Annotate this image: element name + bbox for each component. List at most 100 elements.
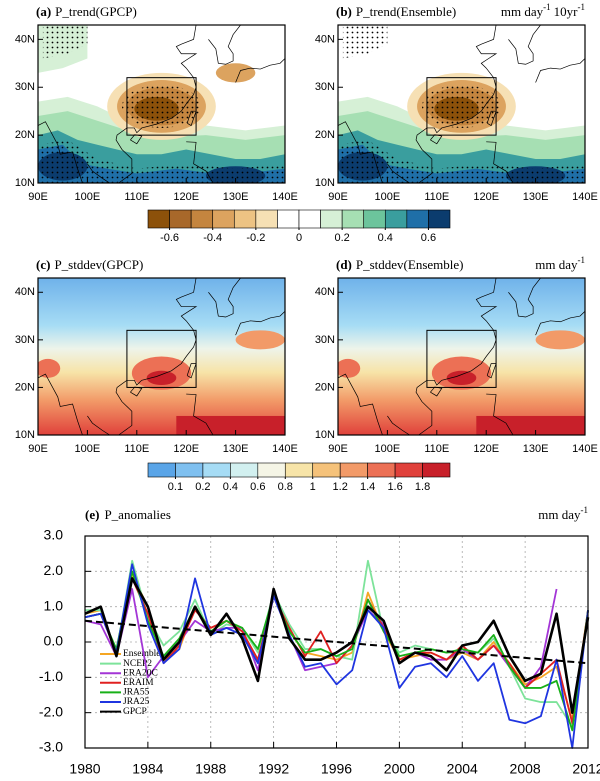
- colorbar-label: 0.1: [168, 481, 183, 493]
- coastline: [535, 311, 585, 336]
- legend-label: GPCP: [123, 707, 147, 717]
- y-tick-label: 40N: [15, 33, 35, 45]
- x-tick-label: 100E: [375, 443, 401, 455]
- colorbar-box: [169, 209, 192, 229]
- plot-frame: [84, 535, 589, 749]
- stippling: [421, 84, 502, 128]
- coastline: [415, 278, 498, 435]
- colorbar-box: [190, 209, 214, 229]
- x-tick-label: 100E: [75, 191, 101, 203]
- y-tick-label: 30N: [15, 81, 35, 93]
- x-tick-label: 140E: [572, 443, 598, 455]
- coastline: [387, 415, 410, 435]
- colorbar-box: [422, 462, 451, 478]
- colorbar-box: [320, 209, 343, 229]
- colorbar-label: 1.2: [333, 481, 348, 493]
- colorbar-label: 1.4: [360, 481, 375, 493]
- panel-name: P_stddev(GPCP): [54, 257, 143, 272]
- y-tick-label: -2.0: [39, 703, 63, 719]
- colorbar-label: 1.8: [415, 481, 430, 493]
- legend-label: ERA20C: [123, 668, 158, 678]
- map-frame: [337, 277, 586, 436]
- colorbar-box: [284, 462, 314, 478]
- colorbar-box: [257, 462, 286, 478]
- coastline: [508, 25, 541, 65]
- units-exponent: -1: [578, 255, 586, 265]
- y-tick-label: 40N: [15, 286, 35, 298]
- y-tick-label: 2.0: [44, 562, 64, 578]
- x-tick-label: 2012: [572, 761, 600, 777]
- legend-label: ERAIM: [123, 678, 154, 688]
- colorbar-box: [277, 209, 300, 229]
- colorbar-box: [255, 209, 278, 229]
- map-field: [38, 25, 285, 183]
- coastline: [387, 163, 410, 183]
- coastline: [430, 134, 443, 145]
- x-tick-label: 90E: [328, 191, 348, 203]
- coastline: [130, 134, 143, 145]
- region-box: [426, 77, 497, 136]
- colorbar-label: 1: [310, 481, 316, 493]
- colorbar-box: [339, 462, 368, 478]
- colorbar-box: [341, 209, 365, 229]
- coastline: [186, 141, 214, 183]
- coastline: [235, 58, 285, 83]
- x-tick-label: 100E: [75, 443, 101, 455]
- colorbar-box: [298, 209, 321, 229]
- y-tick-label: 10N: [315, 429, 335, 441]
- panel-name: P_anomalies: [104, 507, 170, 522]
- y-tick-label: 10N: [315, 177, 335, 189]
- units: mm day-1: [538, 505, 588, 522]
- panel-name: P_trend(Ensemble): [356, 4, 456, 19]
- stippling: [42, 25, 88, 59]
- legend-label: Ensemble: [123, 649, 160, 659]
- y-tick-label: 3.0: [44, 527, 64, 543]
- map-background: [38, 278, 285, 435]
- field-patch: [446, 370, 477, 386]
- colorbar-label: 0.6: [421, 232, 436, 244]
- y-tick-label: -1.0: [39, 668, 63, 684]
- colorbar-label: 0.2: [334, 232, 349, 244]
- x-tick-label: 90E: [28, 443, 48, 455]
- y-tick-label: 40N: [315, 286, 335, 298]
- x-tick-label: 130E: [523, 191, 549, 203]
- y-tick-label: 30N: [315, 334, 335, 346]
- units-exponent: -1: [578, 2, 586, 12]
- panel-title: (c) P_stddev(GPCP): [36, 257, 143, 272]
- x-tick-label: 140E: [272, 191, 298, 203]
- y-tick-label: 30N: [315, 81, 335, 93]
- y-tick-label: 20N: [15, 381, 35, 393]
- colorbar-box: [147, 209, 170, 229]
- x-tick-label: 110E: [424, 191, 449, 203]
- field-patch: [476, 415, 585, 435]
- x-tick-label: 100E: [375, 191, 401, 203]
- y-tick-label: 40N: [315, 33, 335, 45]
- panel-name: P_stddev(Ensemble): [356, 257, 464, 272]
- colorbar-label: 0.2: [195, 481, 210, 493]
- units-text: mm day: [501, 4, 544, 19]
- coastline: [38, 121, 83, 183]
- series-line: [84, 577, 590, 714]
- colorbar-box: [230, 462, 259, 478]
- x-tick-label: 130E: [523, 443, 549, 455]
- coastline: [430, 386, 443, 397]
- x-tick-label: 2004: [447, 761, 478, 777]
- x-tick-label: 1984: [132, 761, 163, 777]
- field-patch: [215, 63, 256, 83]
- legend-label: JRA25: [123, 697, 150, 707]
- x-tick-label: 130E: [223, 443, 249, 455]
- coastline: [208, 278, 241, 318]
- colorbar-box: [212, 209, 235, 229]
- units: mm day-1 10yr-1: [501, 2, 585, 19]
- panel-label: (c): [36, 257, 50, 272]
- panel-title: (a) P_trend(GPCP): [36, 4, 137, 19]
- coastline: [338, 121, 383, 183]
- coastline: [486, 141, 514, 183]
- stippling: [38, 139, 285, 183]
- colorbar-box: [367, 462, 396, 478]
- x-tick-label: 2000: [384, 761, 415, 777]
- units-exponent: -1: [581, 505, 589, 515]
